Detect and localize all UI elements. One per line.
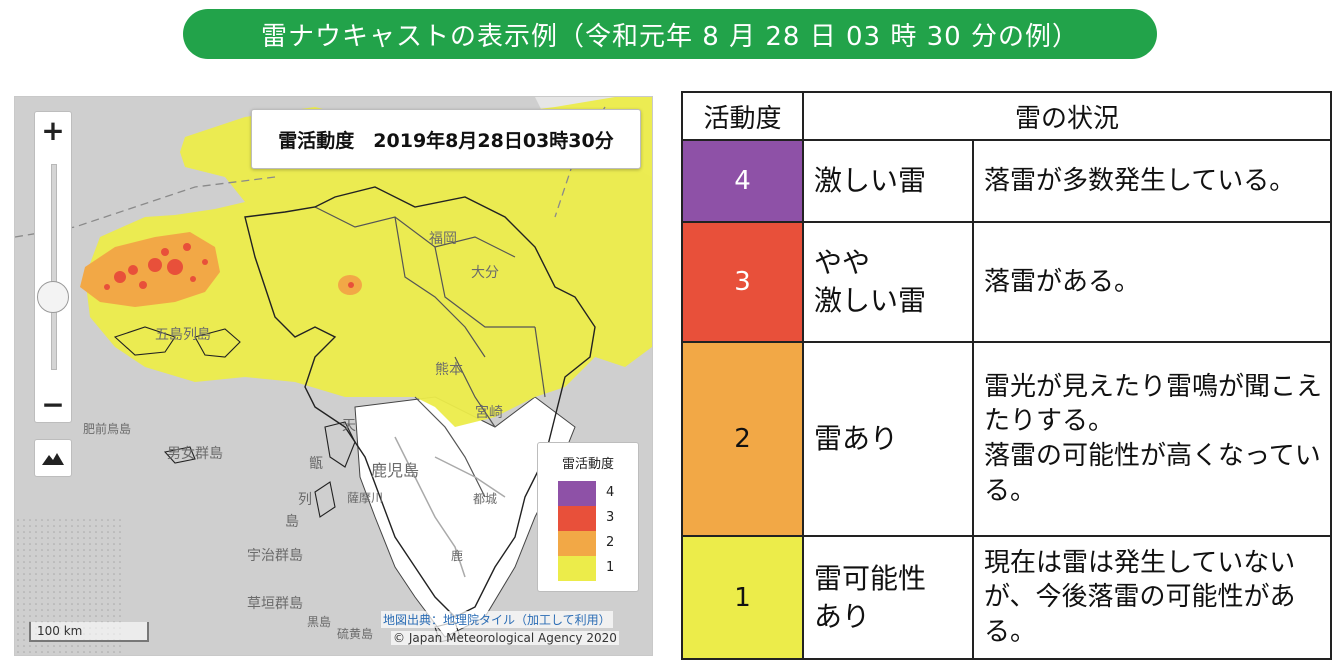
desc-cell: 雷光が見えたり雷鳴が聞こえたりする。 落雷の可能性が高くなっている。	[971, 341, 1333, 537]
desc-cell: 落雷が多数発生している。	[971, 139, 1333, 223]
header-level: 活動度	[681, 91, 804, 141]
place-label-miyazaki: 宮崎	[475, 405, 503, 421]
legend-swatch	[558, 481, 596, 506]
level-cell: 2	[681, 341, 804, 537]
name-cell: 雷あり	[802, 341, 974, 537]
place-label-kanoya: 鹿	[451, 549, 464, 563]
zoom-control: + −	[34, 111, 72, 423]
place-label-miyakonojo: 都城	[473, 492, 498, 506]
desc-cell: 現在は雷は発生していないが、今後落雷の可能性がある。	[971, 535, 1333, 660]
place-label-oita: 大分	[471, 265, 499, 281]
place-label-hizen: 肥前鳥島	[83, 422, 132, 436]
legend-swatch	[558, 531, 596, 556]
place-label-amakusa: 天	[342, 418, 356, 434]
name-cell: 雷可能性 あり	[802, 535, 974, 660]
place-label-uji: 宇治群島	[247, 548, 303, 564]
table-header-row: 活動度 雷の状況	[681, 91, 1333, 141]
place-label-fukuoka: 福岡	[429, 231, 457, 247]
map-legend: 雷活動度 4 3 2 1	[537, 442, 639, 592]
name-cell: やや 激しい雷	[802, 221, 974, 343]
place-label-goto: 五島列島	[155, 327, 211, 343]
place-label-koshiki: 甑	[309, 456, 323, 472]
zoom-slider-thumb[interactable]	[37, 281, 69, 313]
level-cell: 4	[681, 139, 804, 223]
place-label-iojima: 硫黄島	[337, 627, 374, 641]
zoom-in-button[interactable]: +	[41, 113, 65, 147]
legend-item: 4	[558, 481, 628, 506]
scale-label: 100 km	[37, 624, 83, 638]
nowcast-map[interactable]: 福岡 大分 熊本 宮崎 鹿児島 五島列島 肥前鳥島 男女群島 宇治群島 草垣群島…	[14, 96, 653, 656]
legend-title: 雷活動度	[561, 457, 614, 472]
place-label-satsuma: 薩摩川	[347, 491, 384, 505]
legend-label: 1	[606, 560, 615, 575]
timestamp-box: 雷活動度 2019年8月28日03時30分	[251, 109, 641, 169]
mountain-icon	[42, 453, 64, 465]
place-label-danjo: 男女群島	[167, 446, 223, 462]
zoom-out-button[interactable]: −	[41, 387, 65, 421]
activity-table: 活動度 雷の状況 4 激しい雷 落雷が多数発生している。 3 やや 激しい雷 落…	[681, 91, 1333, 660]
table-row: 1 雷可能性 あり 現在は雷は発生していないが、今後落雷の可能性がある。	[681, 535, 1333, 660]
place-label-kusagaki: 草垣群島	[247, 596, 303, 612]
table-row: 4 激しい雷 落雷が多数発生している。	[681, 139, 1333, 223]
place-label-shima: 島	[285, 514, 299, 530]
scale-bar: 100 km	[29, 622, 149, 642]
legend-label: 3	[606, 510, 615, 525]
page-banner: 雷ナウキャストの表示例（令和元年 8 月 28 日 03 時 30 分の例）	[183, 9, 1157, 59]
terrain-toggle-button[interactable]	[34, 439, 72, 477]
legend-item: 1	[558, 556, 628, 581]
level-cell: 3	[681, 221, 804, 343]
legend-item: 3	[558, 506, 628, 531]
level-cell: 1	[681, 535, 804, 660]
name-cell: 激しい雷	[802, 139, 974, 223]
place-label-kagoshima: 鹿児島	[371, 461, 420, 480]
place-label-kumamoto: 熊本	[435, 362, 463, 378]
place-label-retto: 列	[298, 492, 312, 508]
place-label-kuroshima: 黒島	[307, 615, 332, 629]
legend-swatch	[558, 556, 596, 581]
legend-label: 4	[606, 485, 615, 500]
table-row: 3 やや 激しい雷 落雷がある。	[681, 221, 1333, 343]
desc-cell: 落雷がある。	[971, 221, 1333, 343]
attribution-link[interactable]: 地図出典：地理院タイル（加工して利用）	[381, 611, 613, 628]
attribution-copyright: © Japan Meteorological Agency 2020	[391, 631, 619, 645]
legend-label: 2	[606, 535, 615, 550]
map-background	[15, 97, 652, 655]
legend-item: 2	[558, 531, 628, 556]
legend-swatch	[558, 506, 596, 531]
header-status: 雷の状況	[801, 91, 1333, 141]
zoom-slider-track[interactable]	[51, 164, 57, 370]
table-row: 2 雷あり 雷光が見えたり雷鳴が聞こえたりする。 落雷の可能性が高くなっている。	[681, 341, 1333, 537]
